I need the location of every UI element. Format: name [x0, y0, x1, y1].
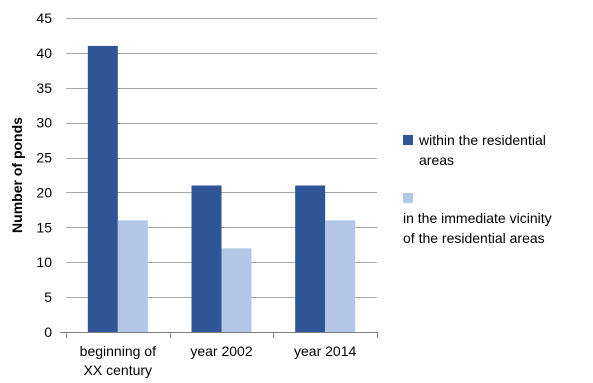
y-tick-label: 5 — [44, 289, 52, 305]
bar-within — [295, 185, 326, 332]
y-tick-label: 10 — [36, 254, 52, 270]
y-tick-label: 40 — [36, 45, 52, 61]
x-tick-label: year 2002 — [190, 343, 252, 359]
legend-label-vicinity-line-3: of the residential areas — [403, 230, 545, 246]
legend-label-vicinity-line-1 — [403, 188, 593, 208]
y-axis-ticks: 0 5 10 15 20 25 30 35 40 45 — [36, 10, 52, 340]
bars — [87, 45, 356, 333]
bar-vicinity — [325, 220, 356, 332]
y-tick-label: 35 — [36, 80, 52, 96]
y-tick-label: 45 — [36, 10, 52, 26]
y-tick-label: 0 — [44, 324, 52, 340]
x-tick-label: beginning of — [80, 343, 156, 359]
x-tick-label: XX century — [84, 362, 152, 378]
legend-label-within-line-1: within the residential — [419, 132, 546, 148]
bar-vicinity — [221, 248, 252, 332]
y-tick-label: 15 — [36, 219, 52, 235]
y-tick-label: 20 — [36, 184, 52, 200]
legend: within the residential areas in the imme… — [403, 130, 593, 248]
legend-item-within: within the residential areas — [403, 130, 593, 170]
x-tick-label: year 2014 — [294, 343, 356, 359]
x-axis-ticks: beginning of XX century year 2002 year 2014 — [66, 332, 378, 378]
legend-swatch-vicinity — [403, 193, 413, 203]
bar-within — [191, 185, 222, 332]
legend-swatch-within — [403, 135, 413, 145]
y-tick-label: 25 — [36, 150, 52, 166]
legend-label-vicinity-line-2: in the immediate vicinity — [403, 210, 552, 226]
bar-within — [87, 45, 118, 333]
legend-item-vicinity: in the immediate vicinity of the residen… — [403, 188, 593, 248]
y-axis-label: Number of ponds — [9, 117, 25, 233]
bar-vicinity — [117, 220, 148, 332]
y-tick-label: 30 — [36, 115, 52, 131]
legend-label-within-line-2: areas — [419, 152, 455, 168]
